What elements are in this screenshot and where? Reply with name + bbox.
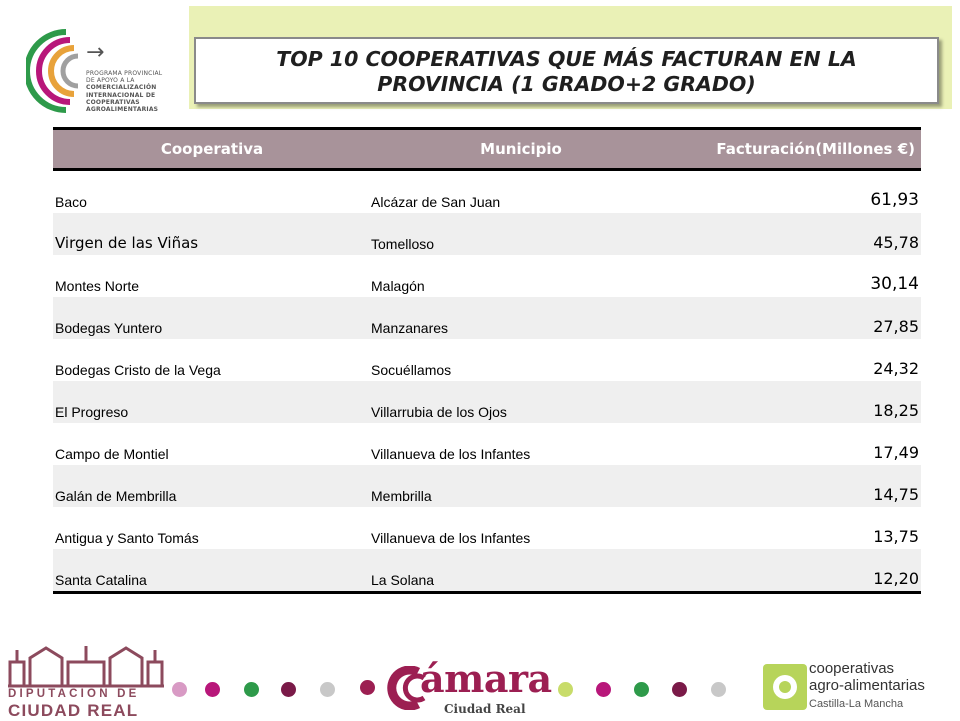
dot-icon [281,682,296,697]
diputacion-line-1: DIPUTACION DE [8,688,140,700]
program-logo-arcs-icon [26,29,79,113]
table-row: Galán de Membrilla Membrilla 14,75 [53,465,921,507]
cell-municipio: Malagón [371,255,671,297]
cell-municipio: Villarrubia de los Ojos [371,381,671,423]
dot-icon [205,682,220,697]
header-municipio: Municipio [371,127,671,171]
cell-municipio: Villanueva de los Infantes [371,507,671,549]
table-row: Montes Norte Malagón 30,14 [53,255,921,297]
dot-icon [558,682,573,697]
table-row: Antigua y Santo Tomás Villanueva de los … [53,507,921,549]
cell-facturacion: 24,32 [671,339,921,381]
cell-facturacion: 61,93 [671,169,921,213]
cell-facturacion: 18,25 [671,381,921,423]
cell-municipio: Tomelloso [371,213,671,255]
cell-municipio: Alcázar de San Juan [371,169,671,213]
program-logo: → PROGRAMA PROVINCIAL DE APOYO A LA COME… [26,22,186,122]
dot-icon [672,682,687,697]
cell-facturacion: 45,78 [671,213,921,255]
table-row: Santa Catalina La Solana 12,20 [53,549,921,594]
dot-icon [172,682,187,697]
diputacion-logo: DIPUTACION DE CIUDAD REAL [6,640,166,720]
cell-facturacion: 12,20 [671,549,921,594]
cell-municipio: La Solana [371,549,671,594]
cell-municipio: Socuéllamos [371,339,671,381]
table-row: Baco Alcázar de San Juan 61,93 [53,169,921,213]
cell-cooperativa: Bodegas Cristo de la Vega [53,339,371,381]
program-logo-line: INTERNACIONAL DE [86,91,156,99]
dot-icon [711,682,726,697]
header-cooperativa: Cooperativa [53,127,371,171]
cell-cooperativa: Santa Catalina [53,549,371,594]
program-logo-line: AGROALIMENTARIAS [86,106,159,114]
title-line-1: TOP 10 COOPERATIVAS QUE MÁS FACTURAN EN … [276,47,857,71]
cell-cooperativa: Baco [53,169,371,213]
title-box: TOP 10 COOPERATIVAS QUE MÁS FACTURAN EN … [194,37,939,104]
cell-facturacion: 17,49 [671,423,921,465]
program-logo-text: PROGRAMA PROVINCIAL DE APOYO A LA COMERC… [86,70,196,113]
program-logo-line: PROGRAMA PROVINCIAL [86,70,163,77]
title-line-2: PROVINCIA (1 GRADO+2 GRADO) [377,72,756,96]
table-row: Bodegas Cristo de la Vega Socuéllamos 24… [53,339,921,381]
cell-facturacion: 13,75 [671,507,921,549]
dot-icon [360,680,375,695]
cell-cooperativa: El Progreso [53,381,371,423]
table-row: Campo de Montiel Villanueva de los Infan… [53,423,921,465]
building-icon [8,646,164,688]
header-facturacion: Facturación(Millones €) [671,127,921,171]
cell-cooperativa: Galán de Membrilla [53,465,371,507]
table-row: Virgen de las Viñas Tomelloso 45,78 [53,213,921,255]
dot-icon [244,682,259,697]
cell-facturacion: 30,14 [671,255,921,297]
camara-logo: ámara Ciudad Real [380,656,552,720]
table-row: Bodegas Yuntero Manzanares 27,85 [53,297,921,339]
cooperativas-line-3: Castilla-La Mancha [809,698,904,710]
cell-cooperativa: Campo de Montiel [53,423,371,465]
program-logo-line: COOPERATIVAS [86,98,140,106]
cooperativas-line-1: cooperativas [809,660,895,677]
program-logo-line: DE APOYO A LA [86,77,135,85]
table-header-row: Cooperativa Municipio Facturación(Millon… [53,127,921,171]
camara-word: ámara [420,656,552,701]
camara-c-icon [387,666,426,710]
cell-municipio: Villanueva de los Infantes [371,423,671,465]
diputacion-line-2: CIUDAD REAL [8,701,139,720]
dot-icon [596,682,611,697]
cooperativas-line-2: agro-alimentarias [809,677,925,694]
program-logo-line: COMERCIALIZACIÓN [86,84,157,92]
cooperativas-logo: cooperativas agro-alimentarias Castilla-… [763,660,958,718]
camara-subtitle: Ciudad Real [444,702,526,716]
cooperativas-emblem-icon [763,664,807,710]
cell-facturacion: 14,75 [671,465,921,507]
arrow-right-icon: → [86,40,105,65]
cell-cooperativa: Antigua y Santo Tomás [53,507,371,549]
cell-cooperativa: Virgen de las Viñas [53,213,371,255]
dot-icon [320,682,335,697]
dot-icon [634,682,649,697]
cell-facturacion: 27,85 [671,297,921,339]
cell-cooperativa: Montes Norte [53,255,371,297]
cooperatives-table: Cooperativa Municipio Facturación(Millon… [53,127,921,594]
cell-municipio: Manzanares [371,297,671,339]
cell-cooperativa: Bodegas Yuntero [53,297,371,339]
page-title: TOP 10 COOPERATIVAS QUE MÁS FACTURAN EN … [196,47,937,97]
table-row: El Progreso Villarrubia de los Ojos 18,2… [53,381,921,423]
cell-municipio: Membrilla [371,465,671,507]
